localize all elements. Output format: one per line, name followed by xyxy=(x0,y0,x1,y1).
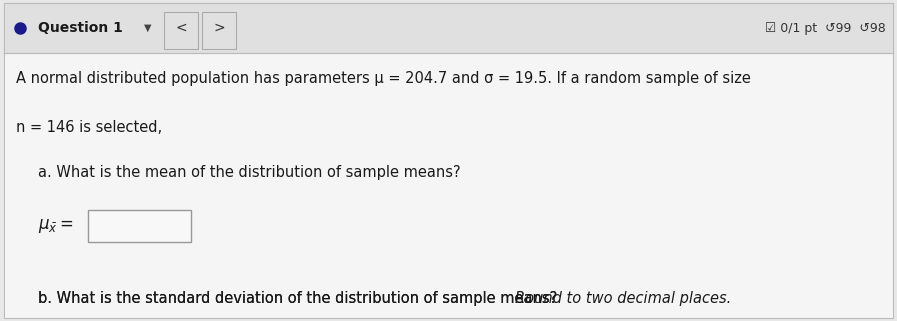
Text: Question 1: Question 1 xyxy=(38,21,123,35)
Text: ▼: ▼ xyxy=(144,23,151,33)
FancyBboxPatch shape xyxy=(88,210,191,242)
FancyBboxPatch shape xyxy=(202,12,236,49)
Text: n = 146 is selected,: n = 146 is selected, xyxy=(16,120,162,135)
Text: <: < xyxy=(176,21,187,35)
Text: b. What is the standard deviation of the distribution of sample means?: b. What is the standard deviation of the… xyxy=(38,291,562,306)
FancyBboxPatch shape xyxy=(4,3,893,53)
FancyBboxPatch shape xyxy=(164,12,198,49)
Text: A normal distributed population has parameters μ = 204.7 and σ = 19.5. If a rand: A normal distributed population has para… xyxy=(16,71,751,86)
Text: >: > xyxy=(213,21,224,35)
Text: b. What is the standard deviation of the distribution of sample means?: b. What is the standard deviation of the… xyxy=(38,291,562,306)
FancyBboxPatch shape xyxy=(4,3,893,318)
Text: Round to two decimal places.: Round to two decimal places. xyxy=(515,291,732,306)
Text: $\mu_{\bar{x}}=$: $\mu_{\bar{x}}=$ xyxy=(38,217,74,235)
Text: a. What is the mean of the distribution of sample means?: a. What is the mean of the distribution … xyxy=(38,165,460,180)
Text: ☑ 0/1 pt  ↺99  ↺98: ☑ 0/1 pt ↺99 ↺98 xyxy=(765,22,886,35)
